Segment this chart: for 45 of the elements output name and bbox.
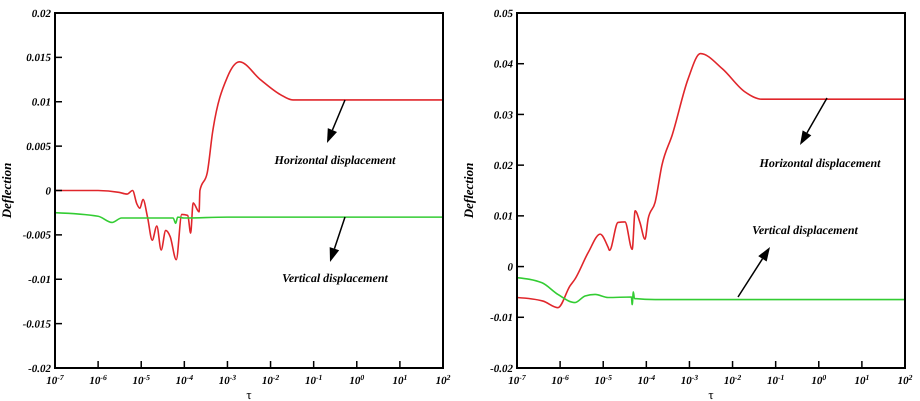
y-tick-label: 0.015 bbox=[26, 52, 52, 64]
x-tick-label: 10$^{-4}$ bbox=[638, 372, 656, 387]
y-tick-label: -0.01 bbox=[490, 312, 513, 324]
y-tick-label: 0.05 bbox=[494, 8, 514, 20]
x-tick-label: 10$^{-7}$ bbox=[46, 372, 65, 387]
x-tick-label: 10$^{0}$ bbox=[811, 372, 826, 387]
x-tick-label: 10$^{1}$ bbox=[392, 372, 408, 387]
x-tick-label: 10$^{0}$ bbox=[349, 372, 364, 387]
x-tick-label: 10$^{-4}$ bbox=[176, 372, 194, 387]
x-axis-title: τ bbox=[708, 387, 714, 401]
annotation: Horizontal displacement bbox=[758, 156, 882, 170]
x-tick-label: 10$^{-6}$ bbox=[89, 372, 107, 387]
annotation: Horizontal displacement bbox=[273, 153, 396, 168]
y-tick-label: -0.01 bbox=[28, 274, 51, 286]
x-tick-label: 10$^{1}$ bbox=[854, 372, 870, 387]
y-tick-label: 0.01 bbox=[494, 210, 513, 223]
annotation: Vertical displacement bbox=[282, 271, 388, 286]
x-tick-label: 10$^{2}$ bbox=[898, 372, 913, 387]
y-tick-label: 0.005 bbox=[26, 140, 52, 153]
y-tick-label: -0.02 bbox=[28, 362, 52, 375]
y-tick-label: 0.03 bbox=[494, 109, 514, 122]
y-tick-label: 0.04 bbox=[494, 58, 514, 71]
x-tick-label: 10$^{-5}$ bbox=[132, 372, 150, 387]
x-axis-title: τ bbox=[246, 387, 252, 401]
x-tick-label: 10$^{-2}$ bbox=[262, 372, 280, 387]
y-tick-label: -0.02 bbox=[490, 362, 514, 375]
x-tick-label: 10$^{-3}$ bbox=[218, 372, 236, 387]
y-tick-label: 0.01 bbox=[32, 96, 51, 109]
y-tick-label: 0.02 bbox=[494, 160, 514, 172]
x-tick-label: 10$^{-6}$ bbox=[551, 372, 569, 387]
x-tick-label: 10$^{-5}$ bbox=[594, 372, 612, 387]
annotation: Vertical displacement bbox=[752, 223, 858, 238]
y-tick-label: -0.015 bbox=[22, 318, 52, 330]
x-tick-label: 10$^{-2}$ bbox=[724, 372, 742, 387]
x-tick-label: 10$^{-1}$ bbox=[766, 372, 785, 387]
y-tick-label: 0 bbox=[46, 185, 52, 198]
x-tick-label: 10$^{-1}$ bbox=[304, 372, 323, 387]
x-tick-label: 10$^{2}$ bbox=[436, 372, 451, 387]
y-tick-label: -0.005 bbox=[22, 230, 52, 242]
y-axis-title: Deflection bbox=[0, 162, 14, 220]
x-tick-label: 10$^{-7}$ bbox=[508, 372, 527, 387]
y-tick-label: 0 bbox=[508, 261, 514, 274]
y-tick-label: 0.02 bbox=[32, 8, 52, 20]
x-tick-label: 10$^{-3}$ bbox=[680, 372, 698, 387]
y-axis-title: Deflection bbox=[461, 162, 476, 220]
